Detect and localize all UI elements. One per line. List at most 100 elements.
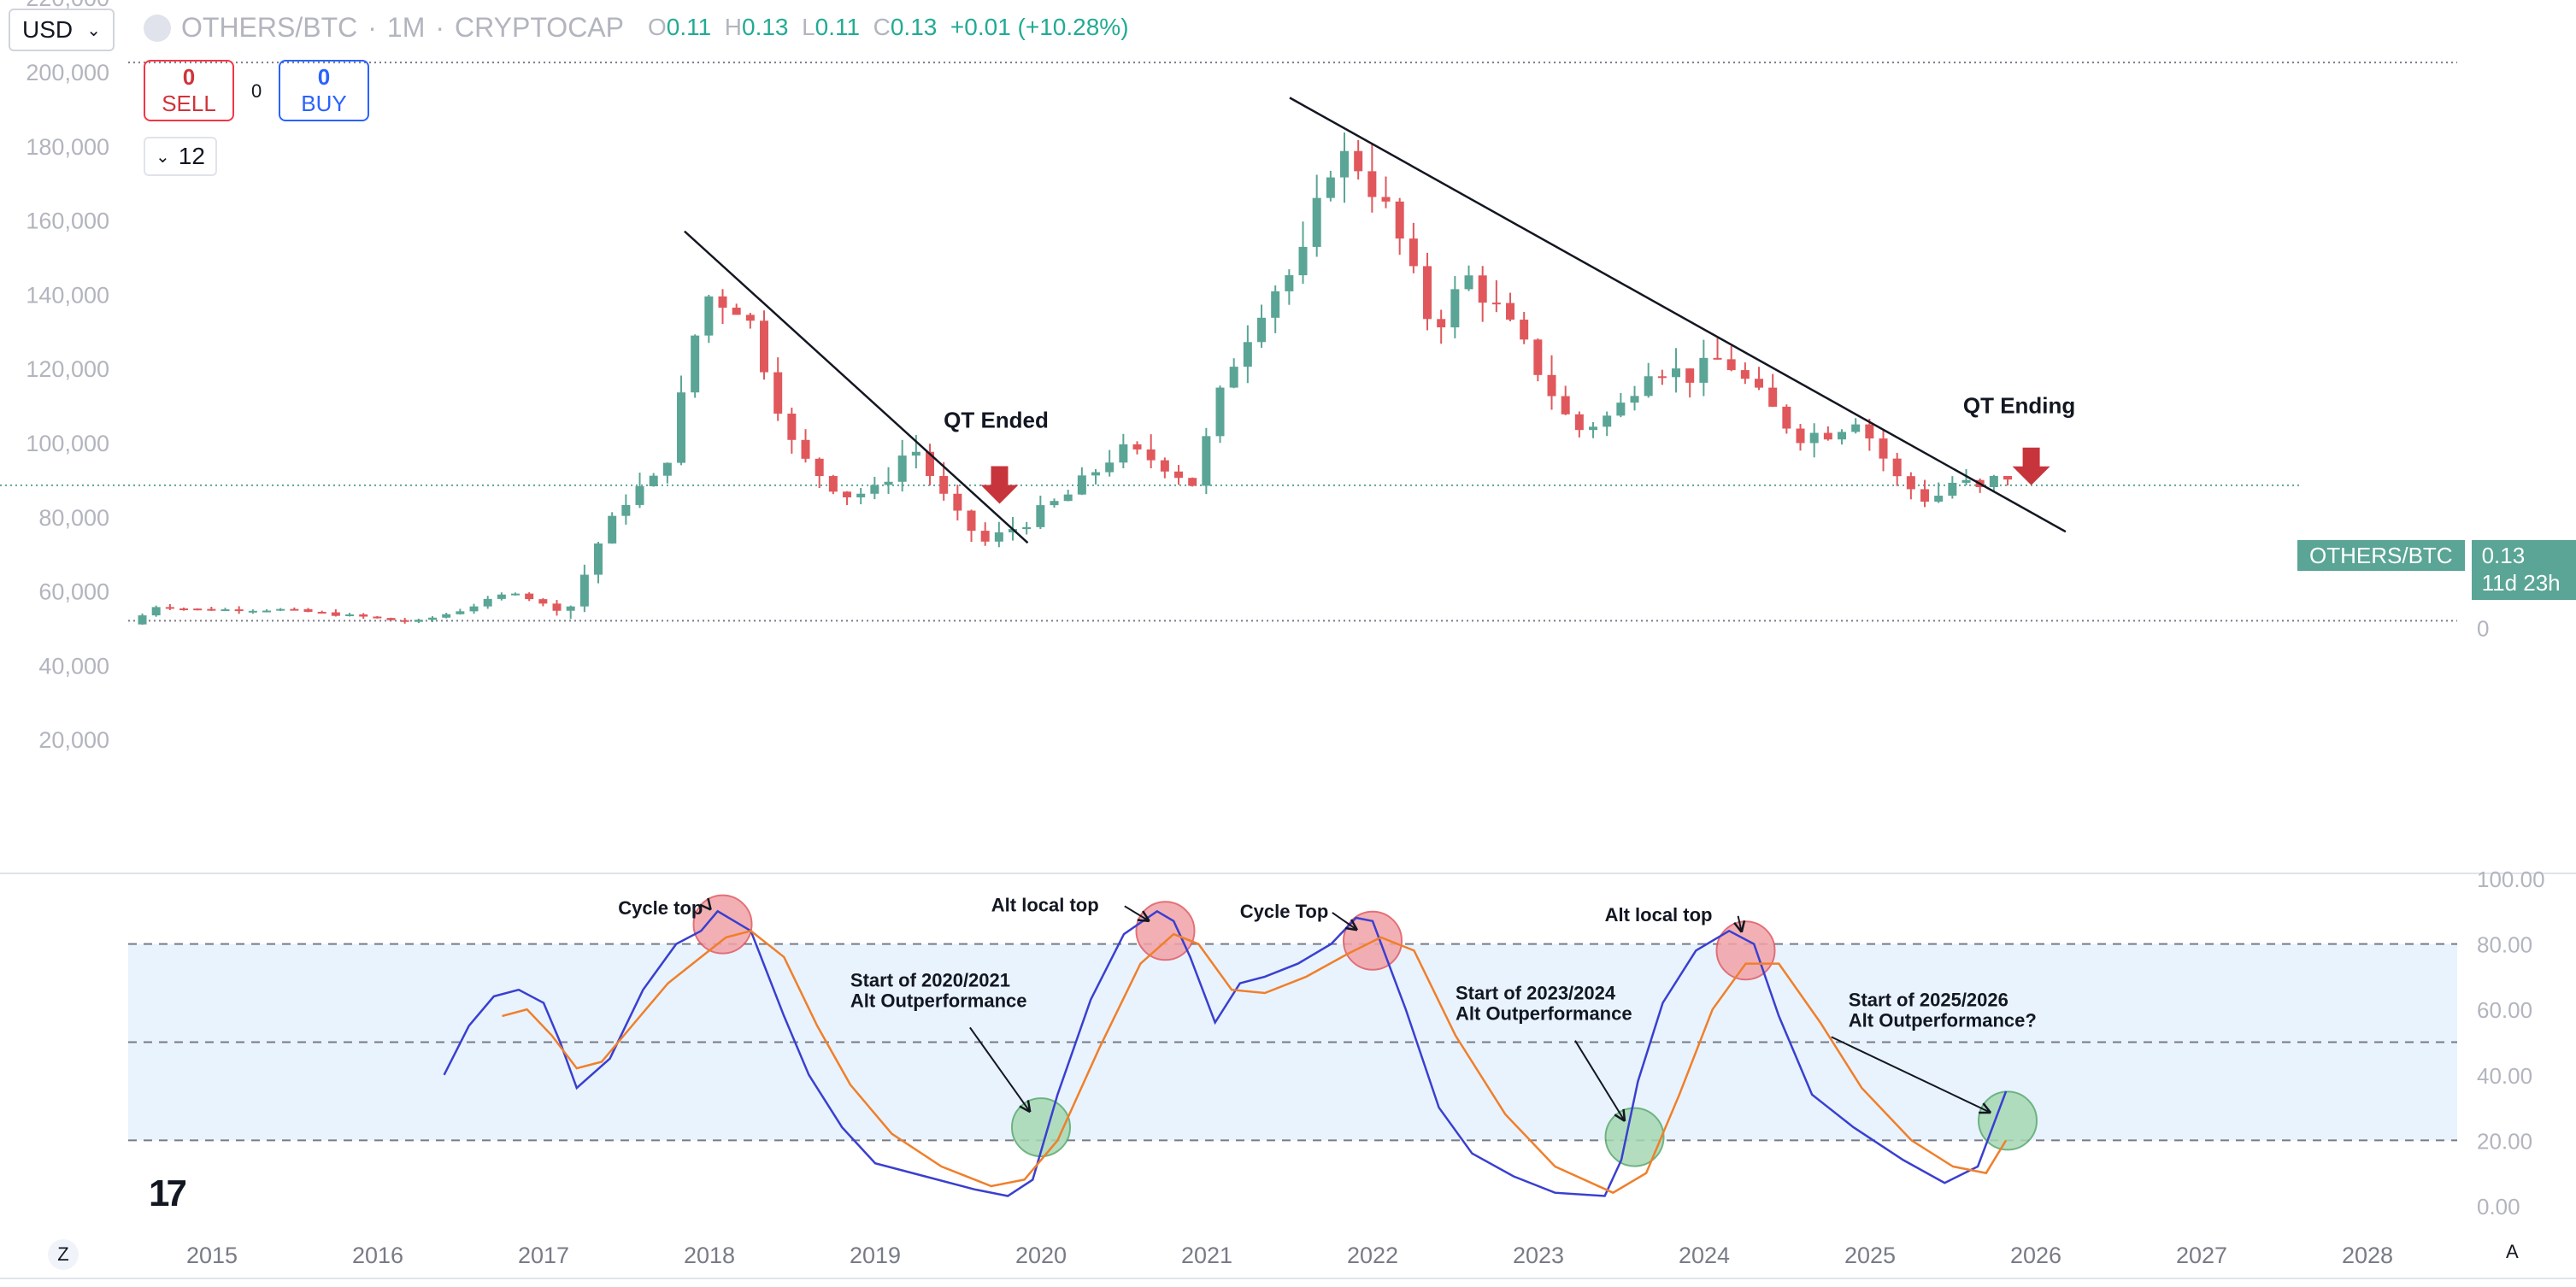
- symbol-name: OTHERS/BTC: [181, 12, 358, 43]
- candle: [456, 608, 465, 615]
- candle-body: [262, 610, 272, 613]
- candle-body: [2003, 475, 2013, 480]
- candle: [1906, 472, 1915, 500]
- osc-line-orange: [502, 929, 2008, 1195]
- candle-body: [1699, 357, 1709, 383]
- candle: [1574, 411, 1584, 438]
- candle: [1865, 419, 1874, 451]
- candle: [1395, 197, 1404, 256]
- candle-body: [1491, 303, 1501, 305]
- candle: [1603, 411, 1612, 437]
- price-tag-countdown: 11d 23h: [2481, 570, 2561, 596]
- candle-body: [980, 531, 990, 542]
- x-tick-label: 2023: [1513, 1243, 1564, 1268]
- timezone-button[interactable]: Z: [48, 1239, 79, 1270]
- candle-body: [579, 574, 589, 607]
- sell-button[interactable]: 0 SELL: [144, 60, 234, 121]
- candle: [1796, 424, 1805, 451]
- candle-body: [1215, 387, 1225, 437]
- candle: [704, 294, 714, 344]
- candle-body: [1520, 320, 1529, 340]
- candle: [994, 521, 1003, 548]
- osc-y-tick-label: 20.00: [2477, 1128, 2532, 1154]
- arrow-head-icon: [1614, 1108, 1626, 1122]
- currency-value: USD: [22, 16, 74, 43]
- candle-body: [1174, 471, 1184, 479]
- candle-body: [1630, 396, 1639, 403]
- candle-body: [1188, 478, 1197, 486]
- candle-body: [745, 314, 755, 321]
- candle-body: [1036, 505, 1045, 527]
- candle-body: [331, 612, 340, 616]
- candle-body: [276, 608, 285, 611]
- symbol-title[interactable]: OTHERS/BTC · 1M · CRYPTOCAP: [144, 12, 624, 44]
- candle-body: [760, 320, 769, 373]
- candle-body: [926, 451, 935, 476]
- candle: [1381, 176, 1391, 209]
- y-tick-label: 140,000: [26, 282, 109, 308]
- osc-y-tick-label: 60.00: [2477, 997, 2532, 1023]
- candle: [469, 603, 479, 614]
- currency-select[interactable]: USD ⌄: [9, 9, 115, 51]
- candle-body: [469, 606, 479, 612]
- buy-button[interactable]: 0 BUY: [279, 60, 369, 121]
- candle-body: [662, 462, 672, 476]
- candle: [1271, 285, 1280, 333]
- indicators-toggle[interactable]: ⌄ 12: [144, 137, 217, 176]
- auto-scale-button[interactable]: A: [2506, 1241, 2519, 1262]
- candle-body: [1450, 289, 1460, 328]
- osc-y-tick-label: 80.00: [2477, 932, 2532, 958]
- candle: [1630, 385, 1639, 411]
- candle: [1367, 143, 1377, 213]
- candle-body: [303, 608, 313, 612]
- osc-annotation-label: Cycle Top: [1240, 901, 1329, 922]
- candle: [386, 617, 396, 620]
- candle-body: [1119, 444, 1128, 463]
- candle-body: [1713, 357, 1722, 360]
- candle-body: [843, 491, 852, 497]
- candle: [400, 618, 409, 624]
- arrow-head-icon: [1019, 1100, 1032, 1114]
- candle-body: [1865, 424, 1874, 439]
- candle: [373, 615, 382, 619]
- candle: [967, 509, 976, 542]
- candle: [497, 592, 506, 601]
- candle: [1478, 266, 1487, 322]
- candle-body: [787, 414, 797, 440]
- candle-body: [1589, 426, 1598, 431]
- candle-body: [649, 475, 658, 486]
- x-tick-label: 2016: [352, 1243, 403, 1268]
- interval: 1M: [386, 12, 426, 43]
- oscillator-band: [128, 943, 2457, 1141]
- candle-body: [1755, 379, 1764, 388]
- candle: [897, 439, 907, 492]
- candle: [1450, 276, 1460, 338]
- y-tick-label: 40,000: [38, 653, 109, 679]
- x-tick-label: 2027: [2176, 1243, 2227, 1268]
- candle: [138, 613, 147, 626]
- arrow-head-icon: [1979, 1102, 1992, 1114]
- candle: [843, 491, 852, 505]
- candle: [1326, 170, 1335, 202]
- candle-body: [248, 610, 257, 613]
- candle-body: [1657, 376, 1667, 379]
- top-marker-circle: [1135, 901, 1196, 961]
- candle-body: [1050, 501, 1059, 506]
- candle-body: [1298, 246, 1308, 276]
- price-tag: OTHERS/BTC 0.13 11d 23h: [2297, 540, 2576, 600]
- candle: [1464, 265, 1473, 291]
- y-tick-label: 60,000: [38, 579, 109, 605]
- candle-body: [1561, 396, 1570, 414]
- candle-body: [939, 475, 949, 494]
- candle-body: [538, 599, 548, 604]
- y-tick-label: 160,000: [26, 209, 109, 234]
- annotation-label: QT Ending: [1963, 392, 2075, 418]
- candle: [635, 473, 644, 508]
- down-arrow-icon: [980, 466, 1019, 504]
- candle: [1768, 373, 1778, 408]
- osc-annotation-label: Start of 2020/2021: [850, 969, 1010, 990]
- candle: [870, 476, 879, 500]
- candle: [538, 598, 548, 607]
- candle-body: [1285, 275, 1294, 291]
